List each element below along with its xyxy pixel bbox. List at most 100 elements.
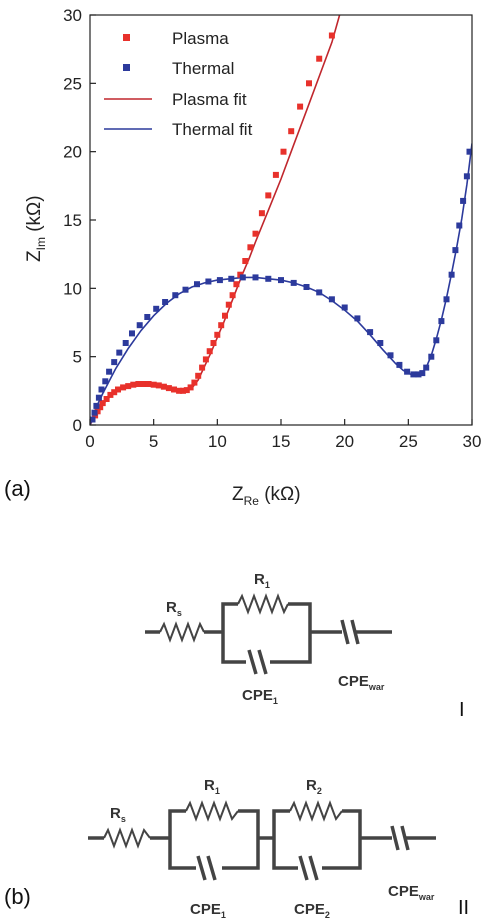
data-point-plasma [259, 210, 265, 216]
data-point-plasma [242, 258, 248, 264]
data-point-plasma [265, 192, 271, 198]
x-tick-label: 30 [463, 432, 482, 451]
circuit-numeral-2: II [458, 897, 469, 919]
legend-label-thermal-fit: Thermal fit [172, 120, 253, 139]
data-point-plasma [203, 356, 209, 362]
data-point-thermal [342, 305, 348, 311]
capacitor-cpew2-symbol [392, 826, 398, 850]
label-cpe2-2: CPE2 [294, 901, 330, 919]
label-rs-1: Rs [166, 599, 182, 618]
label-rs-2: Rs [110, 805, 126, 824]
data-point-thermal [388, 352, 394, 358]
equivalent-circuit-2: Rs R1 R2 CPE1 CPE2 CPEwar II [88, 777, 469, 919]
data-point-thermal [194, 281, 200, 287]
capacitor-cpe1-symbol [249, 650, 256, 674]
y-tick-label: 15 [63, 211, 82, 230]
data-point-thermal [329, 296, 335, 302]
capacitor-cpe2-symbol-2 [300, 856, 307, 880]
data-point-thermal [92, 410, 98, 416]
legend-label-plasma: Plasma [172, 29, 229, 48]
label-cpew-1: CPEwar [338, 673, 385, 692]
data-point-thermal [106, 369, 112, 375]
y-tick-label: 25 [63, 74, 82, 93]
x-tick-label: 10 [208, 432, 227, 451]
data-point-plasma [230, 292, 236, 298]
data-point-thermal [464, 173, 470, 179]
x-tick-label: 5 [149, 432, 158, 451]
data-point-plasma [288, 128, 294, 134]
label-r2-2: R2 [306, 777, 322, 796]
data-point-thermal [93, 403, 99, 409]
data-point-thermal [456, 223, 462, 229]
data-point-thermal [172, 292, 178, 298]
data-point-thermal [419, 370, 425, 376]
data-point-thermal [123, 340, 129, 346]
data-point-thermal [304, 284, 310, 290]
data-point-plasma [329, 33, 335, 39]
data-point-thermal [423, 365, 429, 371]
data-point-thermal [153, 306, 159, 312]
data-point-thermal [316, 289, 322, 295]
data-point-thermal [228, 276, 234, 282]
data-point-thermal [102, 378, 108, 384]
data-point-plasma [207, 348, 213, 354]
data-point-thermal [278, 277, 284, 283]
data-point-plasma [233, 281, 239, 287]
capacitor-cpew1-symbol [342, 620, 348, 644]
data-point-thermal [96, 395, 102, 401]
data-point-plasma [211, 340, 217, 346]
data-point-plasma [199, 365, 205, 371]
data-point-thermal [367, 329, 373, 335]
legend-swatch-thermal [123, 64, 130, 71]
data-point-thermal [183, 287, 189, 293]
data-point-thermal [433, 337, 439, 343]
resistor-r1-symbol [238, 596, 288, 612]
data-point-thermal [404, 369, 410, 375]
y-tick-label: 10 [63, 279, 82, 298]
data-point-plasma [247, 244, 253, 250]
data-point-plasma [226, 302, 232, 308]
y-axis-ticks: 0 5 10 15 20 25 30 [63, 6, 96, 435]
data-point-plasma [218, 322, 224, 328]
data-point-thermal [291, 280, 297, 286]
data-point-plasma [214, 332, 220, 338]
data-point-plasma [222, 313, 228, 319]
data-point-thermal [162, 299, 168, 305]
legend: Plasma Thermal Plasma fit Thermal fit [104, 29, 253, 139]
panel-label-a: (a) [4, 476, 31, 501]
data-point-thermal [377, 340, 383, 346]
data-point-thermal [116, 350, 122, 356]
equivalent-circuit-1: Rs R1 CPE1 CPEwar I [145, 571, 465, 721]
plot-frame [90, 15, 472, 425]
data-point-thermal [144, 314, 150, 320]
data-point-plasma [191, 380, 197, 386]
resistor-r1-symbol-2 [186, 803, 238, 819]
label-r1-2: R1 [204, 777, 220, 796]
legend-swatch-plasma [123, 34, 130, 41]
y-tick-label: 5 [73, 348, 82, 367]
data-point-thermal [137, 322, 143, 328]
data-point-thermal [428, 354, 434, 360]
label-cpew-2: CPEwar [388, 883, 435, 902]
data-point-plasma [281, 149, 287, 155]
x-axis-ticks: 0 5 10 15 20 25 30 [85, 419, 481, 451]
circuit-numeral-1: I [459, 699, 465, 721]
x-tick-label: 0 [85, 432, 94, 451]
data-point-thermal [217, 277, 223, 283]
data-point-plasma [297, 104, 303, 110]
resistor-rs-symbol [160, 624, 204, 640]
data-point-thermal [438, 318, 444, 324]
data-point-thermal [240, 274, 246, 280]
data-point-thermal [111, 359, 117, 365]
data-point-plasma [316, 56, 322, 62]
x-tick-label: 15 [272, 432, 291, 451]
data-point-plasma [306, 80, 312, 86]
legend-label-thermal: Thermal [172, 59, 234, 78]
data-point-thermal [129, 330, 135, 336]
label-cpe1-2: CPE1 [190, 901, 226, 919]
nyquist-chart: 0 5 10 15 20 25 30 0 5 10 15 20 25 30 ZRe (kΩ) ZIm (… [24, 6, 481, 508]
panel-label-b: (b) [4, 884, 31, 909]
data-point-thermal [205, 279, 211, 285]
x-tick-label: 20 [335, 432, 354, 451]
